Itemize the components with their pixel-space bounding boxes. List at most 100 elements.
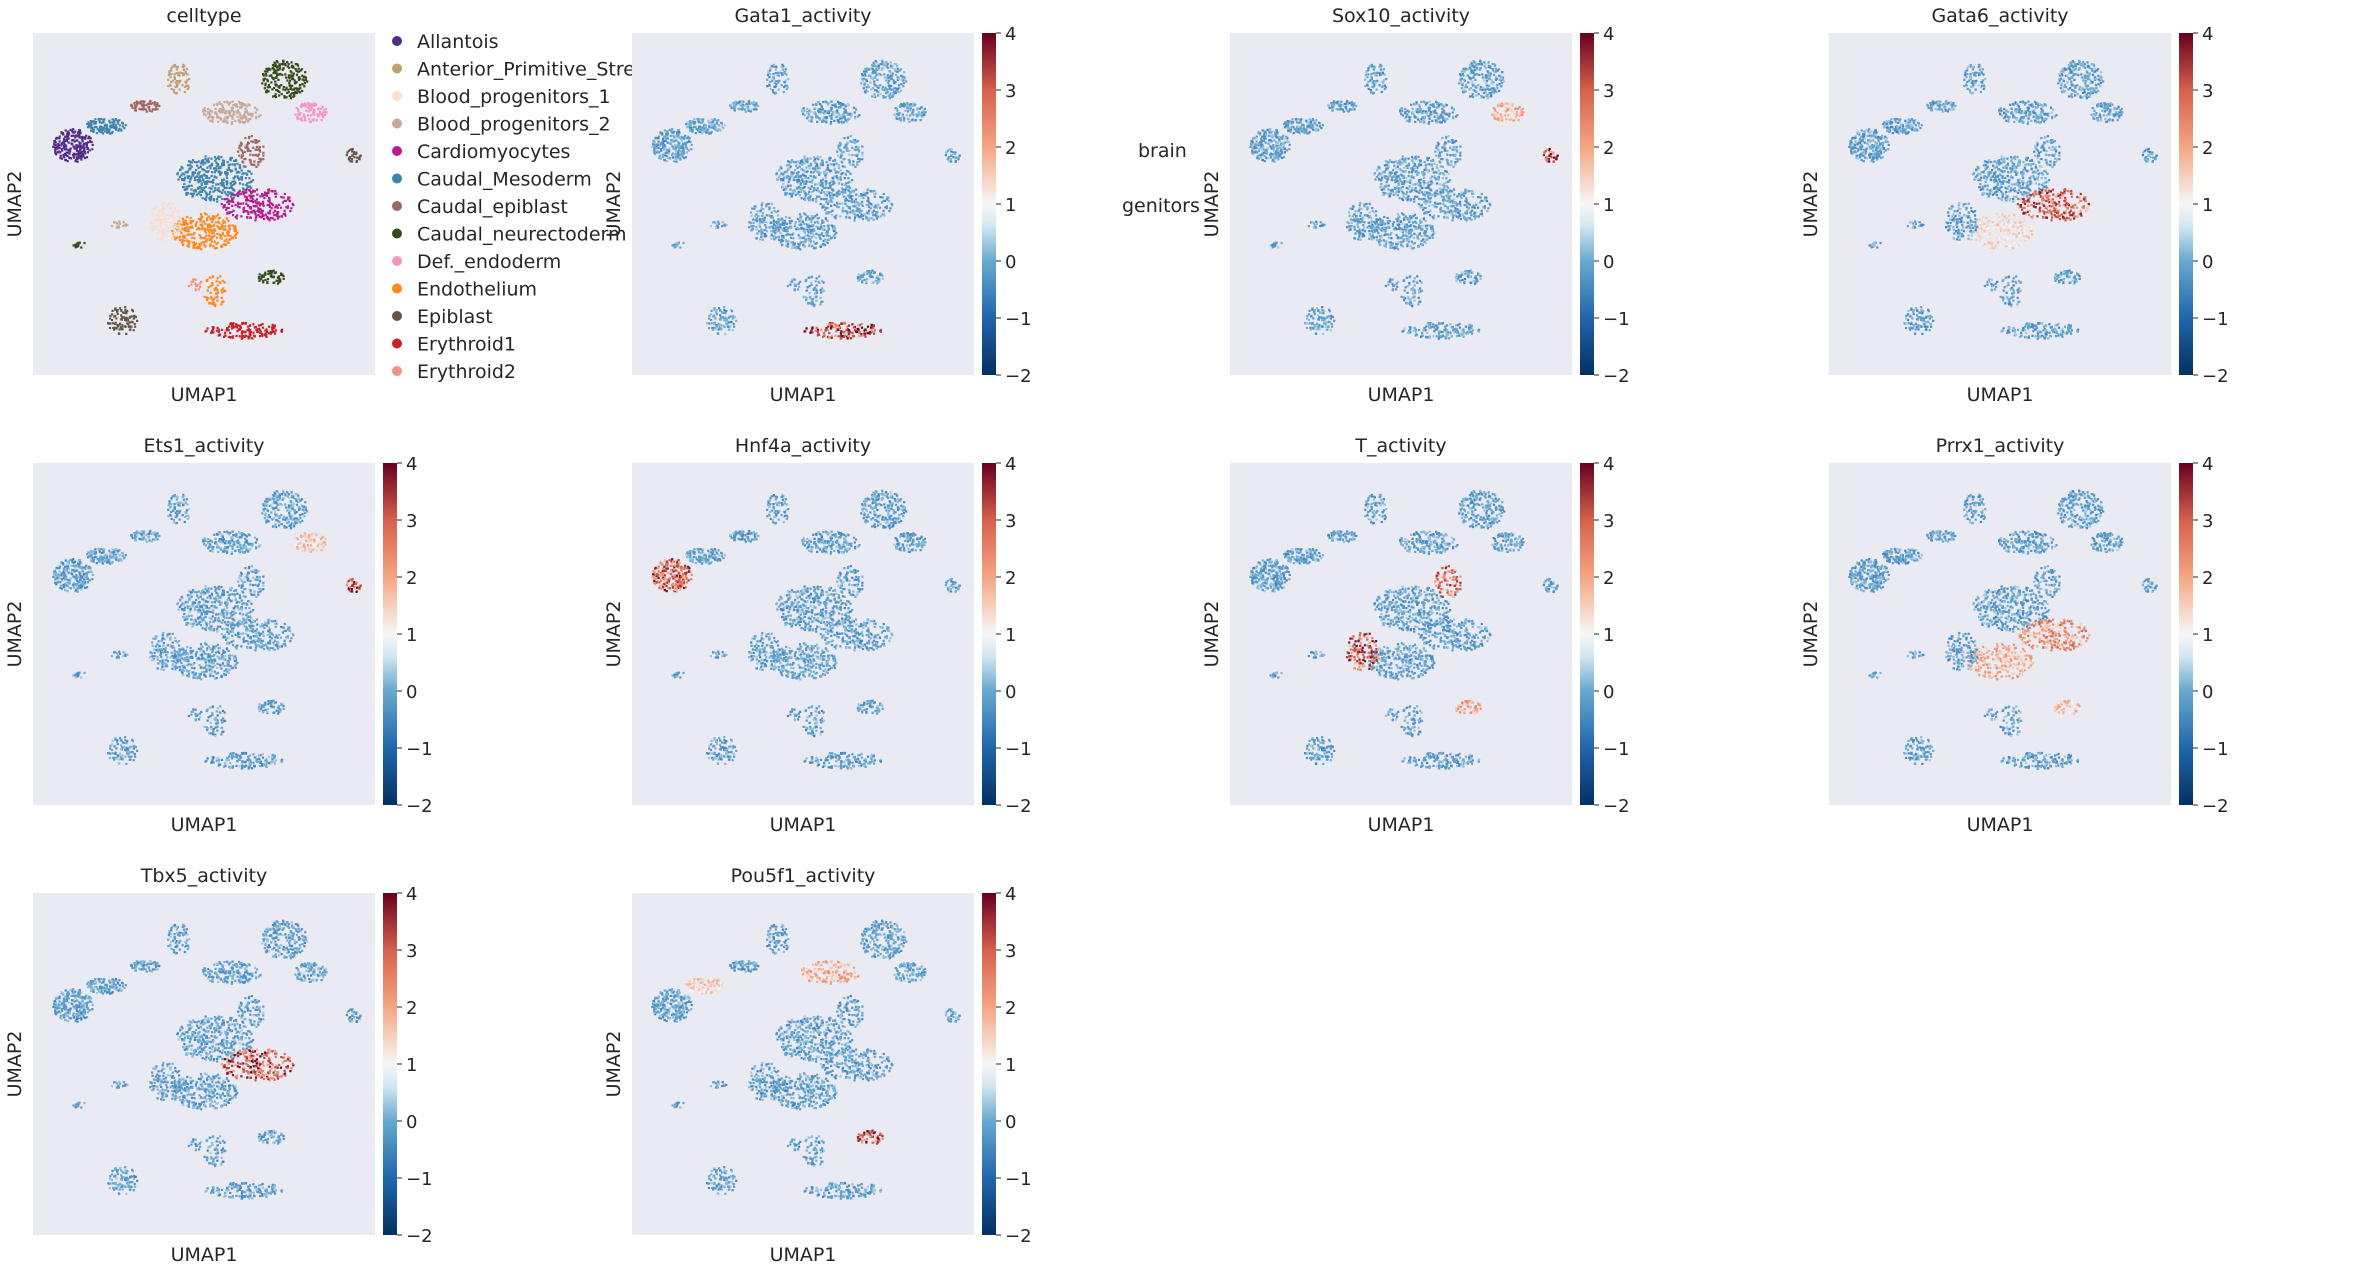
legend-entry: Cardiomyocytes <box>417 141 570 163</box>
cell-point <box>1316 328 1318 330</box>
cell-point <box>210 229 212 231</box>
cell-point <box>115 118 117 120</box>
cell-point <box>197 247 199 249</box>
cell-point <box>1359 202 1361 204</box>
cell-point <box>188 78 190 80</box>
cell-point <box>269 86 271 88</box>
cell-point <box>1437 176 1439 178</box>
cell-point <box>235 335 237 337</box>
cell-point <box>284 73 286 75</box>
cell-point <box>220 111 222 113</box>
cell-point <box>267 80 269 82</box>
cell-point <box>228 103 230 105</box>
cell-point <box>172 203 174 205</box>
cell-point <box>291 61 293 63</box>
cell-point <box>239 114 241 116</box>
cell-point <box>1260 138 1262 140</box>
cell-point <box>1363 234 1365 236</box>
cell-point <box>1409 245 1411 247</box>
cell-point <box>165 224 167 226</box>
cell-point <box>83 147 85 149</box>
cell-point <box>1385 285 1387 287</box>
cell-point <box>1411 247 1413 249</box>
cell-point <box>1552 153 1554 155</box>
cell-point <box>178 221 180 223</box>
cell-point <box>1346 110 1348 112</box>
cell-point <box>1402 213 1404 215</box>
cell-point <box>1412 221 1414 223</box>
cell-point <box>254 107 256 109</box>
cell-point <box>206 238 208 240</box>
cell-point <box>123 317 125 319</box>
cell-point <box>163 232 165 234</box>
cell-point <box>284 210 286 212</box>
cell-point <box>181 166 183 168</box>
cell-point <box>211 221 213 223</box>
cell-point <box>275 214 277 216</box>
cell-point <box>1402 170 1404 172</box>
cell-point <box>210 236 212 238</box>
cell-point <box>325 108 327 110</box>
cell-point <box>1427 157 1429 159</box>
cell-point <box>89 140 91 142</box>
cell-point <box>1448 337 1450 339</box>
cell-point <box>262 323 264 325</box>
cell-point <box>1421 225 1423 227</box>
cell-point <box>1478 93 1480 95</box>
cell-point <box>1310 121 1312 123</box>
cell-point <box>1385 230 1387 232</box>
cell-point <box>117 122 119 124</box>
cell-point <box>227 161 229 163</box>
cell-point <box>1425 329 1427 331</box>
cell-point <box>1430 177 1432 179</box>
cell-point <box>1439 323 1441 325</box>
cell-point <box>1365 203 1367 205</box>
cell-point <box>1550 156 1552 158</box>
cell-point <box>211 175 213 177</box>
cell-point <box>292 92 294 94</box>
cell-point <box>1420 179 1422 181</box>
cell-point <box>222 159 224 161</box>
cell-point <box>231 109 233 111</box>
cell-point <box>1505 118 1507 120</box>
cell-point <box>135 106 137 108</box>
cell-point <box>1505 104 1507 106</box>
cell-point <box>54 152 56 154</box>
cell-point <box>160 210 162 212</box>
cell-point <box>265 73 267 75</box>
cell-point <box>1471 325 1473 327</box>
cell-point <box>1429 118 1431 120</box>
cell-point <box>1468 203 1470 205</box>
cell-point <box>274 81 276 83</box>
cell-point <box>286 79 288 81</box>
cell-point <box>268 197 270 199</box>
cell-point <box>1419 287 1421 289</box>
cell-point <box>223 229 225 231</box>
cell-point <box>1548 160 1550 162</box>
cell-point <box>123 127 125 129</box>
cell-point <box>177 172 179 174</box>
cell-point <box>1442 200 1444 202</box>
cell-point <box>264 192 266 194</box>
cell-point <box>1369 234 1371 236</box>
cell-point <box>1460 194 1462 196</box>
cell-point <box>1353 213 1355 215</box>
cell-point <box>1273 153 1275 155</box>
cell-point <box>214 187 216 189</box>
cell-point <box>1484 196 1486 198</box>
cell-point <box>195 223 197 225</box>
cell-point <box>270 274 272 276</box>
colorbar-tick-label: −1 <box>1603 309 1630 330</box>
cell-point <box>1501 119 1503 121</box>
cell-point <box>239 145 241 147</box>
cell-point <box>1423 183 1425 185</box>
cell-point <box>231 121 233 123</box>
cell-point <box>1416 236 1418 238</box>
cell-point <box>1501 71 1503 73</box>
cell-point <box>175 232 177 234</box>
cell-point <box>227 116 229 118</box>
cell-point <box>215 158 217 160</box>
cell-point <box>172 212 174 214</box>
cell-point <box>1373 211 1375 213</box>
cell-point <box>291 65 293 67</box>
